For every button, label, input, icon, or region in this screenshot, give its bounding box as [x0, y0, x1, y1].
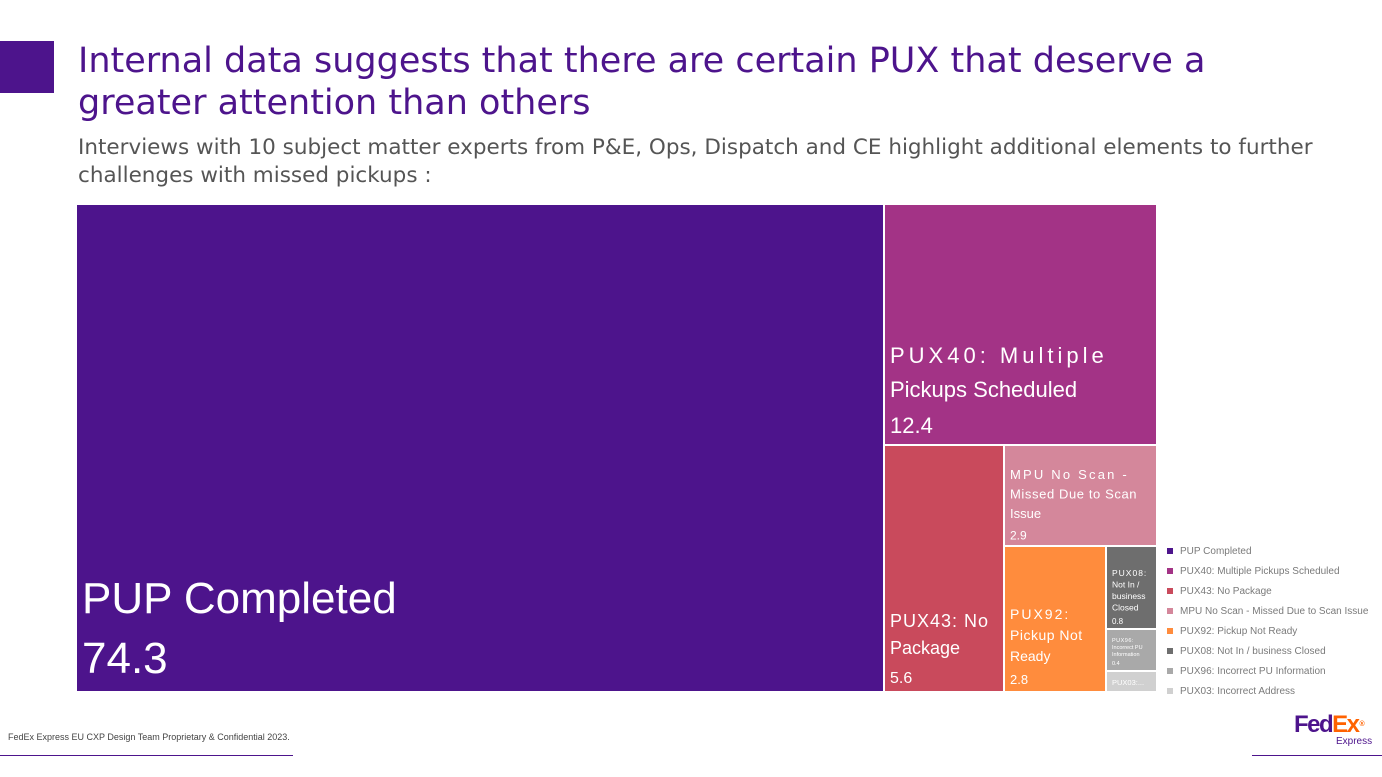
treemap-tile-label: PUX92: Pickup Not Ready	[1010, 606, 1083, 664]
fedex-logo: FedEx® Express	[1294, 711, 1373, 748]
legend-swatch	[1167, 548, 1173, 554]
footer-divider	[0, 755, 293, 756]
legend-swatch	[1167, 668, 1173, 674]
treemap-tile	[1005, 547, 1105, 691]
legend-item: PUX92: Pickup Not Ready	[1167, 621, 1368, 641]
treemap-tile-value: 2.9	[1010, 529, 1027, 543]
legend-item: PUX03: Incorrect Address	[1167, 681, 1368, 701]
legend-swatch	[1167, 568, 1173, 574]
treemap-tile-value: 74.3	[82, 634, 168, 683]
legend-swatch	[1167, 648, 1173, 654]
treemap-tile-label: PUP Completed	[82, 574, 397, 623]
legend-label: PUX08: Not In / business Closed	[1180, 645, 1326, 657]
treemap-tile-value: 0.8	[1112, 617, 1124, 626]
legend-swatch	[1167, 608, 1173, 614]
legend-swatch	[1167, 588, 1173, 594]
legend-label: PUX43: No Package	[1180, 585, 1272, 597]
treemap-tile	[1005, 446, 1156, 545]
legend-item: PUP Completed	[1167, 541, 1368, 561]
treemap-tile	[885, 205, 1156, 444]
treemap-tile	[77, 205, 883, 691]
legend-item: MPU No Scan - Missed Due to Scan Issue	[1167, 601, 1368, 621]
legend-label: PUP Completed	[1180, 545, 1252, 557]
legend-swatch	[1167, 688, 1173, 694]
footer-divider-right	[1252, 755, 1382, 756]
treemap-tile	[885, 446, 1003, 691]
legend-swatch	[1167, 628, 1173, 634]
legend-item: PUX43: No Package	[1167, 581, 1368, 601]
page-subtitle: Interviews with 10 subject matter expert…	[78, 135, 1313, 188]
treemap-tile-label: PUX03:...	[1112, 678, 1144, 687]
treemap-tile	[1107, 672, 1156, 691]
legend-label: PUX92: Pickup Not Ready	[1180, 625, 1298, 637]
treemap-tile-value: 0.4	[1112, 661, 1120, 667]
treemap-tile	[1107, 547, 1156, 628]
treemap-tile-label: PUX96: Incorrect PU Information	[1112, 638, 1143, 658]
legend-item: PUX40: Multiple Pickups Scheduled	[1167, 561, 1368, 581]
treemap-tile	[1107, 630, 1156, 670]
treemap-tile-label: MPU No Scan -Missed Due to Scan Issue	[1010, 467, 1137, 521]
confidential-notice: FedEx Express EU CXP Design Team Proprie…	[8, 732, 290, 742]
treemap-tile-value: 5.6	[890, 670, 912, 687]
legend-item: PUX96: Incorrect PU Information	[1167, 661, 1368, 681]
chart-legend: PUP Completed PUX40: Multiple Pickups Sch…	[1167, 541, 1368, 701]
legend-label: PUX40: Multiple Pickups Scheduled	[1180, 565, 1340, 577]
treemap-tile-value: 2.8	[1010, 672, 1028, 687]
treemap-tile-label: PUX40: Multiple Pickups Scheduled	[890, 343, 1108, 402]
legend-label: PUX03: Incorrect Address	[1180, 685, 1296, 697]
treemap-tile-label: PUX08: Not In / business Closed	[1112, 568, 1147, 613]
legend-item: PUX08: Not In / business Closed	[1167, 641, 1368, 661]
legend-label: MPU No Scan - Missed Due to Scan Issue	[1180, 605, 1369, 617]
treemap-tile-label: PUX43: No Package	[890, 611, 989, 658]
accent-bar	[0, 41, 54, 93]
treemap-tile-value: 12.4	[890, 413, 933, 438]
legend-label: PUX96: Incorrect PU Information	[1180, 665, 1326, 677]
page-title: Internal data suggests that there are ce…	[78, 41, 1206, 123]
